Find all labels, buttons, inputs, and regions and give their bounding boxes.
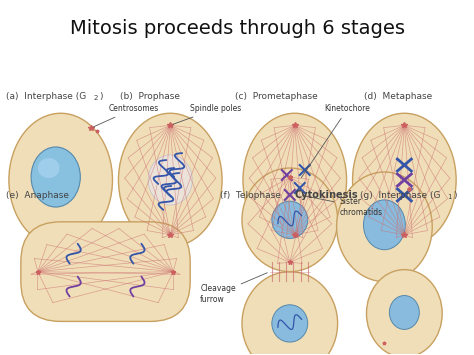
Text: Kinetochore: Kinetochore: [301, 104, 371, 178]
FancyBboxPatch shape: [21, 222, 190, 321]
Ellipse shape: [390, 295, 419, 329]
Ellipse shape: [364, 200, 405, 250]
Ellipse shape: [242, 272, 337, 355]
Ellipse shape: [337, 172, 432, 282]
Text: Spindle poles: Spindle poles: [173, 104, 241, 124]
Text: 2: 2: [93, 95, 98, 101]
Text: Cleavage
furrow: Cleavage furrow: [200, 273, 267, 304]
Text: (g)  Interphase (G: (g) Interphase (G: [359, 191, 440, 200]
Text: Cytokinesis: Cytokinesis: [295, 190, 358, 200]
Text: (b)  Prophase: (b) Prophase: [120, 92, 181, 101]
Text: Sister
chromatids: Sister chromatids: [302, 196, 383, 217]
Text: (e)  Anaphase: (e) Anaphase: [6, 191, 69, 200]
Text: 1: 1: [447, 194, 452, 200]
Ellipse shape: [9, 113, 112, 247]
Ellipse shape: [31, 147, 80, 207]
Text: (d)  Metaphase: (d) Metaphase: [365, 92, 433, 101]
Ellipse shape: [148, 155, 192, 205]
Text: Centrosomes: Centrosomes: [93, 104, 159, 127]
Ellipse shape: [272, 201, 308, 239]
Ellipse shape: [118, 113, 222, 247]
Ellipse shape: [242, 168, 337, 272]
Ellipse shape: [38, 158, 60, 178]
Ellipse shape: [243, 113, 346, 247]
Text: (c)  Prometaphase: (c) Prometaphase: [235, 92, 318, 101]
Text: (f)  Telophase: (f) Telophase: [220, 191, 281, 200]
Text: Mitosis proceeds through 6 stages: Mitosis proceeds through 6 stages: [70, 18, 404, 38]
Text: (a)  Interphase (G: (a) Interphase (G: [6, 92, 86, 101]
Ellipse shape: [272, 305, 308, 342]
Text: ): ): [100, 92, 103, 101]
Ellipse shape: [366, 270, 442, 355]
Ellipse shape: [353, 113, 456, 247]
Text: ): ): [453, 191, 456, 200]
